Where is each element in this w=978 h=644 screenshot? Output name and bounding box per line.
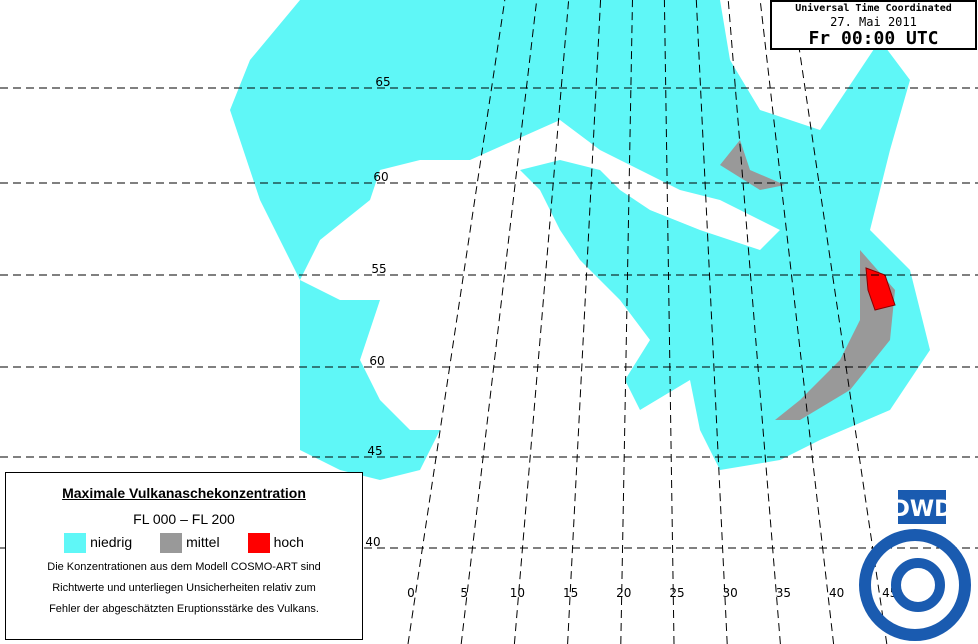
lat-label: 60	[369, 354, 384, 368]
region	[230, 0, 930, 470]
meridian	[695, 0, 728, 644]
legend-range: FL 000 – FL 200	[133, 511, 235, 527]
logo: DWD	[859, 490, 971, 641]
lon-label: 0	[407, 586, 415, 600]
lon-label: 15	[563, 586, 578, 600]
meridian	[759, 0, 835, 644]
ash-medium	[720, 140, 895, 420]
legend-item: hoch	[247, 533, 304, 553]
meridian	[567, 0, 602, 644]
lon-label: 25	[669, 586, 684, 600]
logo-swirl	[859, 529, 971, 641]
lon-label: 5	[460, 586, 468, 600]
legend-label: hoch	[273, 533, 304, 550]
note-line: Fehler der abgeschätzten Eruptionsstärke…	[49, 603, 319, 615]
note-line: Richtwerte und unterliegen Unsicherheite…	[52, 582, 316, 594]
time-utc: Fr 00:00 UTC	[808, 28, 939, 49]
ash-low	[230, 0, 930, 480]
meridian	[513, 0, 570, 644]
note-line: Die Konzentrationen aus dem Modell COSMO…	[47, 561, 321, 573]
region	[300, 280, 440, 480]
region	[720, 140, 785, 190]
lat-label: 60	[373, 170, 388, 184]
meridian	[727, 0, 781, 644]
lon-label: 10	[510, 586, 525, 600]
legend-note: Die Konzentrationen aus dem Modell COSMO…	[6, 557, 362, 620]
lon-label: 40	[829, 586, 844, 600]
meridian	[407, 0, 506, 644]
meridian	[460, 0, 538, 644]
region	[775, 250, 895, 420]
ash-high	[865, 267, 896, 311]
logo-text: DWD	[892, 497, 953, 522]
time-caption: Universal Time Coordinated	[795, 3, 952, 14]
lon-label: 20	[616, 586, 631, 600]
lat-label: 55	[371, 262, 386, 276]
legend-swatch	[64, 533, 87, 553]
legend-item: niedrig	[64, 533, 133, 553]
legend-swatch	[160, 533, 183, 553]
legend-label: mittel	[186, 533, 220, 550]
lat-label: 45	[367, 444, 382, 458]
legend-title: Maximale Vulkanaschekonzentration	[62, 485, 306, 501]
legend-label: niedrig	[90, 533, 133, 550]
logo-box	[898, 490, 946, 524]
time-date: 27. Mai 2011	[830, 15, 917, 29]
time-box: Universal Time Coordinated 27. Mai 2011 …	[770, 0, 977, 50]
lon-label: 30	[723, 586, 738, 600]
legend-items: niedrig mittel hoch	[6, 533, 362, 553]
meridian	[620, 0, 633, 644]
logo-swirl	[891, 558, 945, 612]
meridian	[663, 0, 675, 644]
lon-label: 35	[776, 586, 791, 600]
lat-label: 65	[375, 75, 390, 89]
meridian	[791, 0, 888, 644]
legend-item: mittel	[160, 533, 220, 553]
legend-swatch	[247, 533, 270, 553]
lat-label: 40	[365, 535, 380, 549]
legend: Maximale Vulkanaschekonzentration FL 000…	[5, 472, 363, 640]
